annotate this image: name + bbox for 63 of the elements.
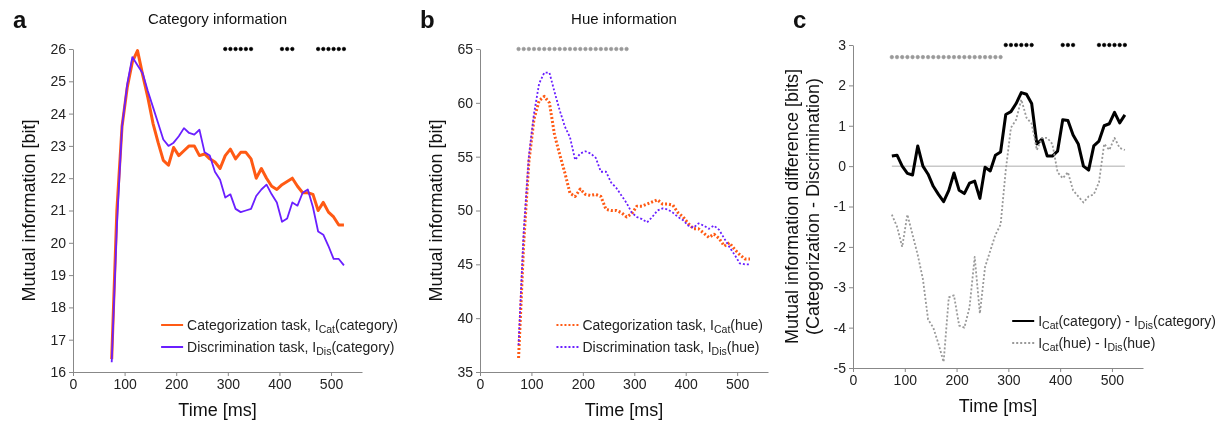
y-tick-label: 40 (457, 310, 474, 327)
legend-label: Categorization task, I$_{Cat}$(hue) (582, 317, 763, 336)
legend-label: I$_{Cat}$(category) - I$_{Dis}$(category) (1038, 313, 1216, 332)
x-tick-label: 400 (1048, 371, 1073, 388)
x-tick-label: 300 (216, 375, 241, 392)
y-tick-label: 45 (457, 256, 474, 273)
legend-label: Discrimination task, I$_{Dis}$(category) (187, 339, 395, 358)
chart-title: Category information (147, 10, 288, 27)
x-tick-label: 100 (520, 375, 544, 392)
x-tick-label: 200 (571, 375, 596, 392)
y-tick-label: 25 (50, 73, 67, 90)
x-tick-label: 300 (623, 375, 647, 392)
y-tick-label: -5 (833, 359, 847, 376)
y-axis-title: Mutual information difference [bits] (Categorization - Discrimination) (782, 69, 823, 344)
x-tick-label: 500 (725, 375, 750, 392)
x-tick-label: 0 (476, 375, 485, 392)
y-tick-label: 21 (50, 202, 67, 219)
legend-label: Discrimination task, I$_{Dis}$(hue) (582, 339, 760, 358)
y-tick-label: 22 (50, 170, 67, 187)
x-tick-label: 0 (849, 371, 858, 388)
y-tick-label: 2 (838, 77, 847, 94)
y-tick-label: 3 (838, 36, 847, 53)
x-tick-label: 500 (1100, 371, 1125, 388)
y-tick-label: -3 (833, 279, 847, 296)
x-axis-title: Time [ms] (178, 400, 257, 420)
x-tick-label: 200 (945, 371, 969, 388)
text: a (13, 6, 27, 33)
y-tick-label: 19 (50, 267, 67, 284)
y-tick-label: 65 (457, 40, 474, 57)
y-tick-label: 18 (50, 299, 67, 316)
y-tick-label: 16 (50, 363, 67, 380)
x-tick-label: 400 (674, 375, 699, 392)
text: c (793, 6, 807, 33)
y-tick-label: -4 (833, 319, 847, 336)
y-axis-title: Mutual information [bit] (19, 119, 39, 302)
y-tick-label: 26 (50, 40, 67, 57)
x-tick-label: 0 (69, 375, 78, 392)
y-tick-label: 60 (457, 94, 474, 111)
legend-label: I$_{Cat}$(hue) - I$_{Dis}$(hue) (1038, 335, 1156, 354)
y-tick-label: -1 (833, 198, 847, 215)
x-tick-label: 300 (997, 371, 1021, 388)
y-tick-label: 23 (50, 137, 67, 154)
y-tick-label: -2 (833, 238, 847, 255)
legend-label: Categorization task, I$_{Cat}$(category) (187, 317, 398, 336)
y-tick-label: 55 (457, 148, 474, 165)
x-tick-label: 200 (165, 375, 189, 392)
x-tick-label: 100 (113, 375, 137, 392)
y-tick-label: 1 (838, 117, 847, 134)
line-series (890, 91, 1127, 204)
y-tick-label: 0 (838, 158, 847, 175)
y-tick-label: 35 (457, 363, 474, 380)
y-tick-label: 24 (50, 105, 67, 122)
x-tick-label: 400 (268, 375, 292, 392)
chart-title: Hue information (571, 10, 677, 27)
text: b (420, 6, 435, 33)
y-tick-label: 50 (457, 202, 474, 219)
x-tick-label: 500 (319, 375, 344, 392)
y-tick-label: 17 (50, 331, 67, 348)
x-axis-title: Time [ms] (584, 400, 664, 420)
y-axis-title: Mutual information [bit] (426, 119, 446, 302)
y-tick-label: 20 (50, 234, 67, 251)
x-axis-title: Time [ms] (958, 396, 1038, 416)
x-tick-label: 100 (893, 371, 918, 388)
